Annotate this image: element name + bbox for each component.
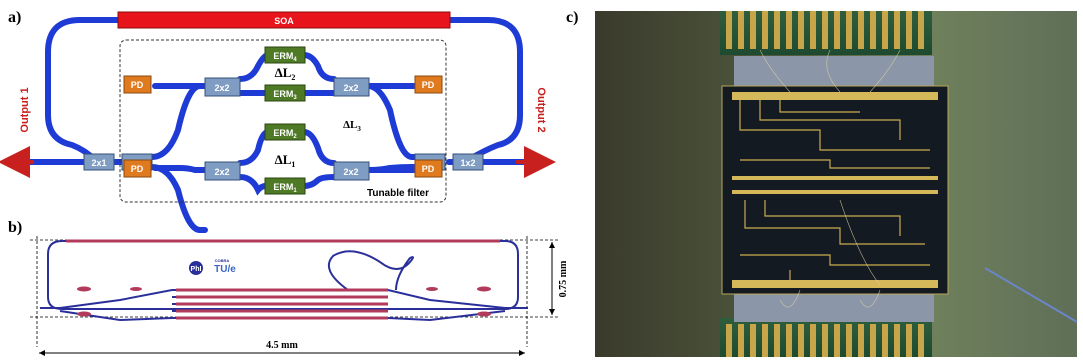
svg-text:ERM1: ERM1 — [273, 182, 297, 194]
svg-text:2x2: 2x2 — [343, 83, 358, 93]
svg-text:PD: PD — [422, 80, 435, 90]
pd-top-left: PD — [123, 75, 152, 94]
svg-text:2x2: 2x2 — [214, 83, 229, 93]
svg-text:2x1: 2x1 — [91, 158, 106, 168]
svg-text:TU/e: TU/e — [214, 264, 236, 275]
delta-l1-label: ΔL1 — [275, 152, 296, 169]
panel-a: a) — [0, 9, 556, 233]
tunable-filter-box — [119, 39, 447, 203]
mask-waveguides — [40, 240, 528, 322]
pd-bottom-right: PD — [414, 159, 443, 178]
svg-text:2x2: 2x2 — [343, 167, 358, 177]
panel-a-label: a) — [8, 9, 21, 26]
svg-text:PD: PD — [131, 164, 144, 174]
panel-b-label: b) — [8, 219, 22, 236]
soa-block — [117, 11, 451, 29]
svg-text:2x2: 2x2 — [214, 167, 229, 177]
width-dimension-label: 4.5 mm — [266, 340, 298, 351]
output-2-label: Output 2 — [535, 87, 547, 132]
pd-bottom-left: PD — [123, 159, 152, 178]
erm-1: ERM1 — [264, 177, 306, 195]
soa-label: SOA — [274, 16, 294, 26]
panel-c: c) — [566, 9, 1078, 357]
svg-text:1x2: 1x2 — [460, 158, 475, 168]
active-sections — [66, 239, 500, 320]
height-dimension-label: 0.75 mm — [558, 260, 569, 297]
svg-text:COBRA: COBRA — [215, 258, 230, 263]
panel-b: b) — [8, 219, 569, 356]
mmi-top-left: 2x2 — [204, 77, 241, 97]
tue-logo: COBRA TU/e — [214, 258, 236, 275]
mmi-bottom-left: 2x2 — [204, 161, 241, 181]
svg-text:ERM4: ERM4 — [273, 51, 297, 63]
svg-text:ERM2: ERM2 — [273, 128, 297, 140]
delta-l2-label: ΔL2 — [275, 65, 296, 82]
svg-text:PhI: PhI — [191, 266, 202, 273]
panel-c-label: c) — [566, 9, 578, 26]
coupler-right-1x2: 1x2 — [452, 153, 484, 171]
svg-text:ERM3: ERM3 — [273, 89, 297, 101]
erm-3: ERM3 — [264, 84, 306, 102]
svg-text:PD: PD — [131, 80, 144, 90]
tunable-filter-label: Tunable filter — [367, 188, 429, 199]
chip-photo — [595, 11, 1078, 357]
erm-4: ERM4 — [264, 46, 306, 64]
mmi-bottom-right: 2x2 — [333, 161, 370, 181]
erm-2: ERM2 — [264, 123, 306, 141]
mmi-top-right: 2x2 — [333, 77, 370, 97]
output-1-label: Output 1 — [19, 87, 31, 132]
pd-top-right: PD — [414, 75, 443, 94]
svg-text:PD: PD — [422, 164, 435, 174]
coupler-left-2x1: 2x1 — [83, 153, 115, 171]
phi-logo: PhI — [189, 261, 203, 275]
delta-l3-label: ΔL3 — [343, 119, 361, 133]
ring-waveguide — [17, 17, 533, 233]
pads — [77, 286, 491, 317]
